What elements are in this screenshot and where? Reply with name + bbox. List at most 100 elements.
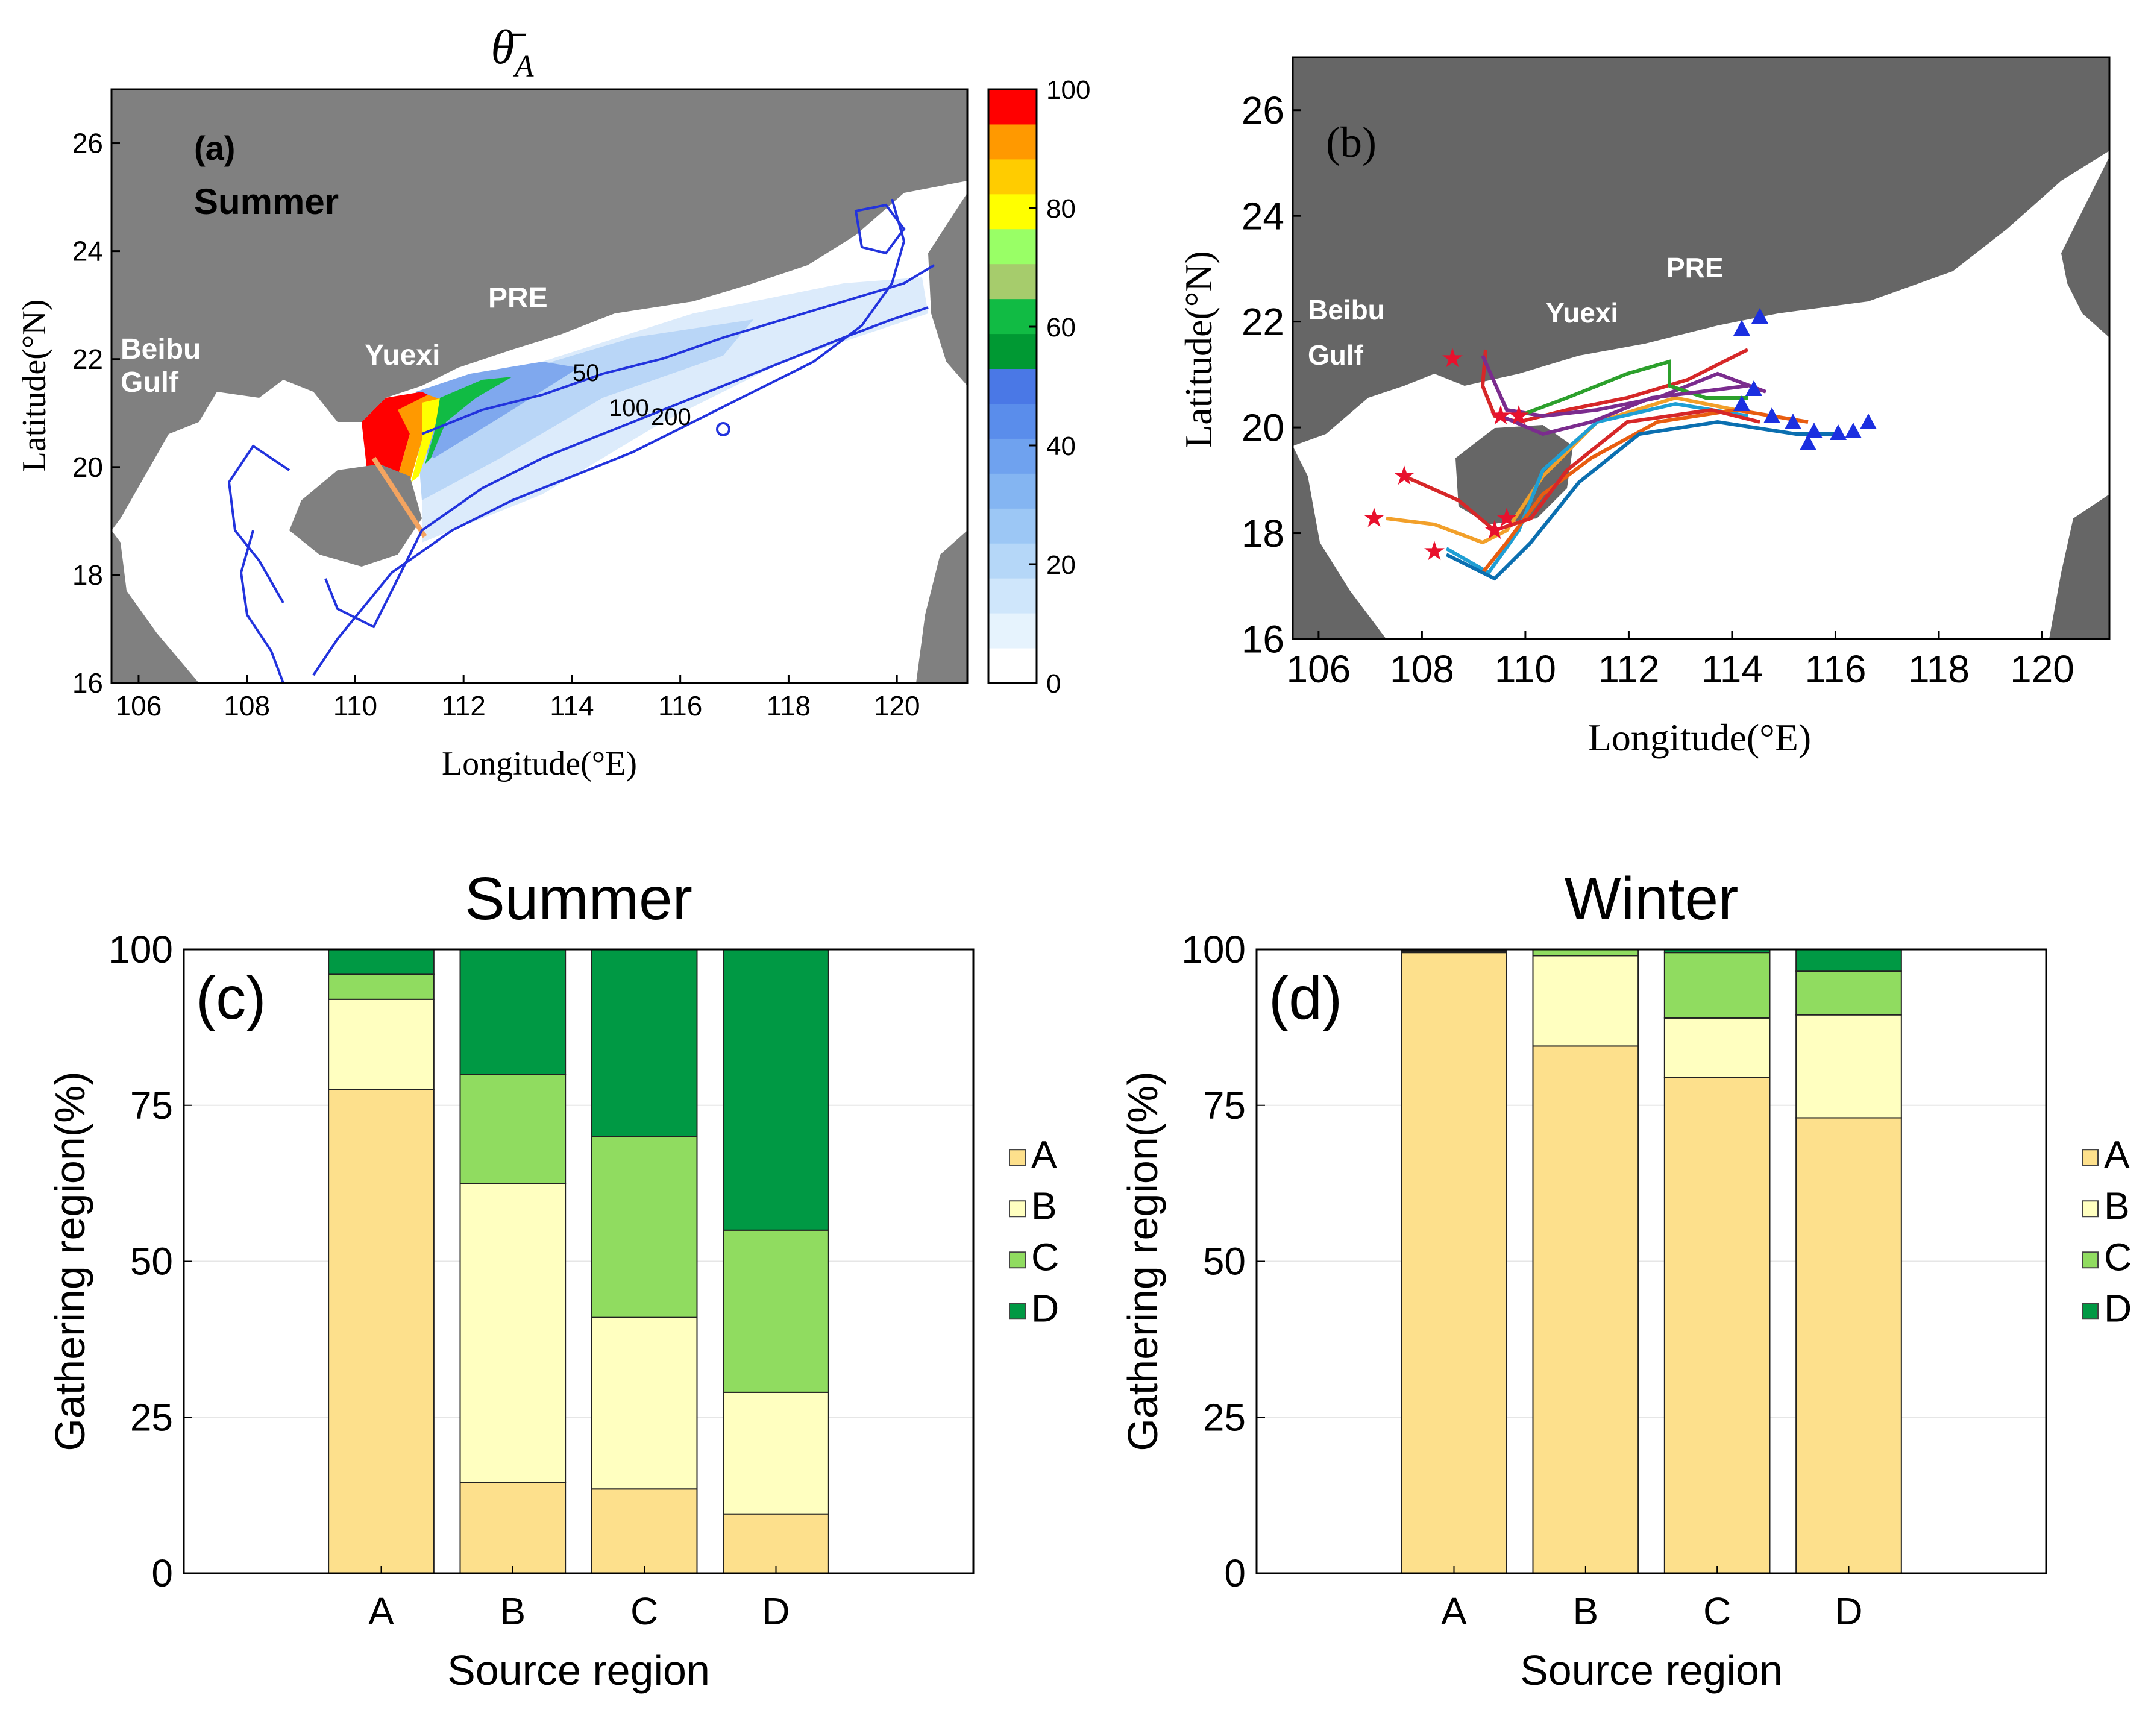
contour-label-200: 200 (651, 404, 691, 430)
y-tick-label: 20 (72, 451, 103, 483)
contour-label-100: 100 (609, 395, 649, 421)
colorbar-segment (988, 648, 1037, 684)
colorbar-tick-label: 80 (1046, 194, 1076, 224)
legend-swatch-D (1009, 1303, 1026, 1320)
panel-label: (c) (196, 964, 266, 1032)
x-tick-label: 108 (1390, 647, 1454, 691)
bar-segment-D (723, 949, 829, 1231)
y-axis-label: Gathering region(%) (1119, 1071, 1166, 1451)
label-gulf: Gulf (121, 366, 179, 398)
track-start-star: ★ (1489, 401, 1512, 430)
track-start-star: ★ (1440, 344, 1464, 373)
legend-swatch-D (2082, 1303, 2099, 1320)
legend-swatch-C (1009, 1251, 1026, 1269)
track-end-triangle (1860, 414, 1877, 429)
y-tick-label: 50 (130, 1240, 173, 1283)
bar-segment-A (1401, 952, 1507, 1574)
track-start-star: ★ (1495, 503, 1518, 533)
y-tick-label: 22 (72, 344, 103, 375)
y-tick-label: 18 (72, 559, 103, 591)
panel-a-yticks: 16 18 20 22 24 26 (72, 128, 120, 699)
bar-segment-C (723, 1229, 829, 1393)
track-start-star: ★ (1507, 401, 1530, 430)
mainland-china (111, 89, 967, 530)
colorbar-tick-label: 100 (1046, 75, 1090, 105)
y-tick-label: 18 (1242, 512, 1284, 555)
x-axis-label: Source region (447, 1647, 710, 1694)
x-tick-label: B (500, 1590, 526, 1633)
bar-segment-B (1663, 1017, 1771, 1078)
bar-segment-A (1532, 1045, 1639, 1574)
bar-segment-D (459, 949, 567, 1075)
track-end-triangle (1785, 414, 1801, 429)
contour-label-50: 50 (573, 360, 600, 386)
colorbar-tick-label: 0 (1046, 669, 1061, 699)
colorbar-frame (987, 88, 1038, 684)
panel-b-xticks: 106 108 110 112 114 116 118 120 (1286, 631, 2074, 691)
bar-segment-D (1795, 949, 1902, 972)
bar-segment-C (1663, 952, 1771, 1019)
panel-b-label-beibu: Beibu (1308, 294, 1385, 326)
bar-segment-D (328, 949, 435, 975)
x-tick-label: 106 (116, 690, 162, 722)
y-tick-label: 26 (72, 128, 103, 159)
y-axis-label: Gathering region(%) (46, 1071, 93, 1451)
bar-segment-B (723, 1391, 829, 1515)
coastal-high-yellow (411, 398, 443, 482)
panel-b-taiwan (2061, 157, 2109, 338)
panel-b-mainland (1293, 57, 2109, 446)
panel-label: (d) (1269, 964, 1342, 1032)
y-tick-label: 25 (130, 1395, 173, 1439)
x-tick-label: C (1703, 1590, 1731, 1633)
x-tick-label: 118 (767, 690, 811, 722)
panel-b-map: ★★★★★★★★ (b) Beibu Gulf Yuexi PRE 106 108… (1177, 56, 2111, 759)
x-tick-label: 110 (1495, 647, 1556, 691)
legend-swatch-B (2082, 1200, 2099, 1218)
legend-swatch-A (2082, 1149, 2099, 1166)
label-yuexi: Yuexi (365, 339, 440, 371)
x-tick-label: 106 (1286, 647, 1351, 691)
legend-swatch-B (1009, 1200, 1026, 1218)
bar-segment-A (1795, 1117, 1902, 1574)
panel-b-yticks: 16 18 20 22 24 26 (1242, 89, 1301, 661)
y-tick-label: 26 (1242, 89, 1284, 132)
y-tick-label: 24 (1242, 195, 1284, 238)
x-tick-label: 116 (1804, 647, 1866, 691)
y-tick-label: 50 (1203, 1240, 1246, 1283)
legend-label-D: D (1031, 1286, 1059, 1330)
panel-a-season: Summer (194, 181, 339, 222)
x-tick-label: A (368, 1590, 394, 1633)
y-tick-label: 20 (1242, 406, 1284, 449)
y-tick-label: 0 (1224, 1552, 1246, 1595)
panel-a-map: θ̄A 50 100 200 (a) Summer Beibu Gulf Yue… (16, 21, 1090, 782)
y-tick-label: 24 (72, 236, 103, 267)
panel-a-xticks: 106 108 110 112 114 116 118 120 (116, 675, 920, 722)
colorbar-segment (988, 333, 1037, 370)
taiwan-island (928, 193, 967, 386)
x-tick-label: D (762, 1590, 790, 1633)
x-tick-label: 118 (1908, 647, 1970, 691)
colorbar-segment (988, 263, 1037, 300)
y-tick-label: 22 (1242, 300, 1284, 344)
x-tick-label: 114 (550, 690, 594, 722)
drifter-track (1481, 354, 1767, 418)
bar-segment-C (1795, 970, 1902, 1016)
x-tick-label: 112 (1598, 647, 1659, 691)
x-tick-label: 120 (2010, 647, 2074, 691)
panel-a-frame (110, 88, 969, 684)
track-end-triangle (1830, 424, 1847, 440)
y-tick-label: 25 (1203, 1395, 1246, 1439)
bar-segment-A (1663, 1077, 1771, 1574)
colorbar-segment (988, 508, 1037, 544)
track-end-triangle (1733, 320, 1750, 336)
y-tick-label: 16 (1242, 617, 1284, 661)
label-pre: PRE (488, 282, 548, 314)
bar-segment-A (328, 1089, 435, 1574)
x-tick-label: 116 (658, 690, 702, 722)
track-start-star: ★ (1483, 515, 1506, 545)
bar-segment-C (459, 1074, 567, 1184)
panel-a-xlabel: Longitude(°E) (442, 745, 637, 782)
track-end-triangle (1845, 423, 1862, 438)
colorbar-segment (988, 193, 1037, 230)
